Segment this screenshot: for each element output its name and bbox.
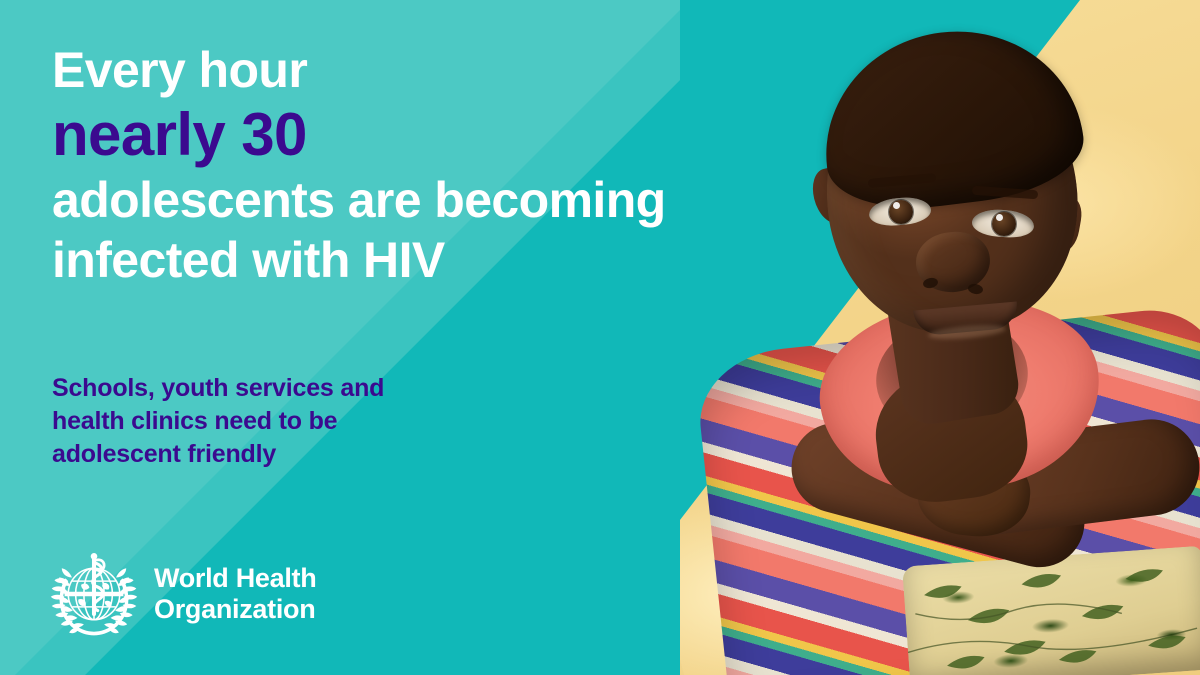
child-eye-glint-left [893, 202, 900, 209]
subcopy-line-3: adolescent friendly [52, 440, 277, 468]
child-eye-glint-right [996, 214, 1003, 221]
who-name-line-1: World Health [154, 563, 317, 593]
subcopy-block: Schools, youth services and health clini… [52, 372, 572, 471]
who-name-line-2: Organization [154, 594, 316, 624]
headline-line-4: infected with HIV [52, 232, 445, 288]
who-logo-text: World Health Organization [154, 563, 317, 625]
child-photo [680, 0, 1200, 675]
who-emblem-icon [50, 552, 138, 636]
headline-line-1: Every hour [52, 42, 308, 98]
subcopy-line-1: Schools, youth services and [52, 374, 385, 402]
headline-block: Every hour nearly 30 adolescents are bec… [52, 40, 772, 290]
wrap-leaf-pattern-icon [907, 569, 1198, 669]
child-figure [680, 0, 1200, 675]
headline-line-2: nearly 30 [52, 101, 307, 168]
headline-line-3: adolescents are becoming [52, 172, 666, 228]
who-logo: World Health Organization [48, 548, 317, 640]
subcopy-line-2: health clinics need to be [52, 407, 338, 435]
